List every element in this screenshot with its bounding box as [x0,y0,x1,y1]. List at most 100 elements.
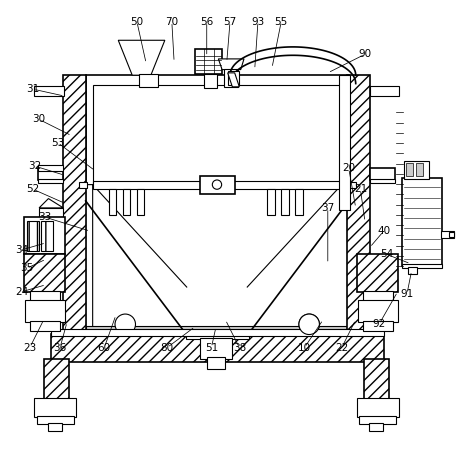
Bar [359,416,396,425]
Polygon shape [39,198,64,208]
Text: 40: 40 [377,226,390,236]
Bar [79,182,87,188]
Text: 54: 54 [380,249,393,260]
Bar [204,74,217,88]
Circle shape [212,180,222,189]
Bar [38,168,64,180]
Bar [92,85,342,184]
Bar [370,168,395,180]
Text: 10: 10 [298,343,311,353]
Bar [24,254,65,292]
Bar [139,74,158,87]
Text: 35: 35 [20,263,33,273]
Bar [356,398,399,417]
Bar [109,189,117,215]
Bar [51,333,383,361]
Circle shape [115,314,136,334]
Bar [35,398,76,417]
Text: 36: 36 [54,343,67,353]
Bar [347,75,370,333]
Text: 80: 80 [161,343,173,353]
Bar [228,71,239,85]
Bar [64,75,86,333]
Text: 21: 21 [354,184,367,194]
Polygon shape [118,40,165,75]
Bar [449,232,454,237]
Text: 22: 22 [335,343,348,353]
Text: 57: 57 [223,17,237,27]
Bar [38,178,64,183]
Bar [86,326,349,334]
Bar [369,423,383,432]
Text: 24: 24 [15,287,28,297]
Bar [35,86,64,96]
Text: 23: 23 [23,343,36,353]
Text: 93: 93 [251,17,264,27]
Bar [200,338,232,359]
Text: 51: 51 [205,343,218,353]
Bar [200,176,235,194]
Text: 55: 55 [274,17,288,27]
Bar [370,86,399,96]
Bar [363,291,393,301]
Bar [41,221,53,251]
Text: 31: 31 [27,84,40,94]
Bar [347,182,356,188]
Bar [37,416,74,425]
Text: 56: 56 [200,17,213,27]
Bar [358,300,398,322]
Bar [370,178,395,183]
Bar [408,267,417,274]
Text: 70: 70 [165,17,178,27]
Polygon shape [92,184,342,326]
Bar [207,357,225,368]
Circle shape [299,314,319,334]
Bar [51,329,383,336]
Bar [416,163,423,176]
Bar [402,177,442,266]
Bar [123,189,130,215]
Bar [25,300,65,322]
Bar [92,80,342,184]
Bar [195,49,222,74]
Bar [30,321,60,331]
Bar [441,231,454,238]
Bar [404,161,429,178]
Text: 53: 53 [51,138,64,148]
Bar [86,75,349,333]
Bar [137,189,145,215]
Text: 32: 32 [28,161,41,171]
Text: 30: 30 [33,114,46,124]
Text: 52: 52 [27,184,40,194]
Bar [38,165,64,170]
Bar [402,264,442,269]
Text: 37: 37 [321,203,335,213]
Bar [30,291,60,301]
Bar [406,163,413,176]
Bar [48,423,63,432]
Bar [27,221,39,251]
Text: 34: 34 [15,245,28,255]
Polygon shape [86,184,92,333]
Bar [44,359,69,399]
Circle shape [299,314,319,334]
Polygon shape [228,73,239,87]
Polygon shape [219,59,244,70]
Bar [364,359,389,399]
Bar [92,181,342,189]
Bar [224,69,238,87]
Bar [295,189,303,215]
Text: 91: 91 [401,289,414,299]
Bar [356,254,398,292]
Text: 33: 33 [38,212,52,222]
Text: 60: 60 [98,343,111,353]
Bar [24,217,65,255]
Polygon shape [39,208,64,217]
Text: 20: 20 [342,163,356,173]
Text: 92: 92 [373,319,386,329]
Text: 38: 38 [233,343,246,353]
Bar [267,189,275,215]
Bar [281,189,289,215]
Text: 50: 50 [130,17,144,27]
Text: 90: 90 [358,49,372,59]
